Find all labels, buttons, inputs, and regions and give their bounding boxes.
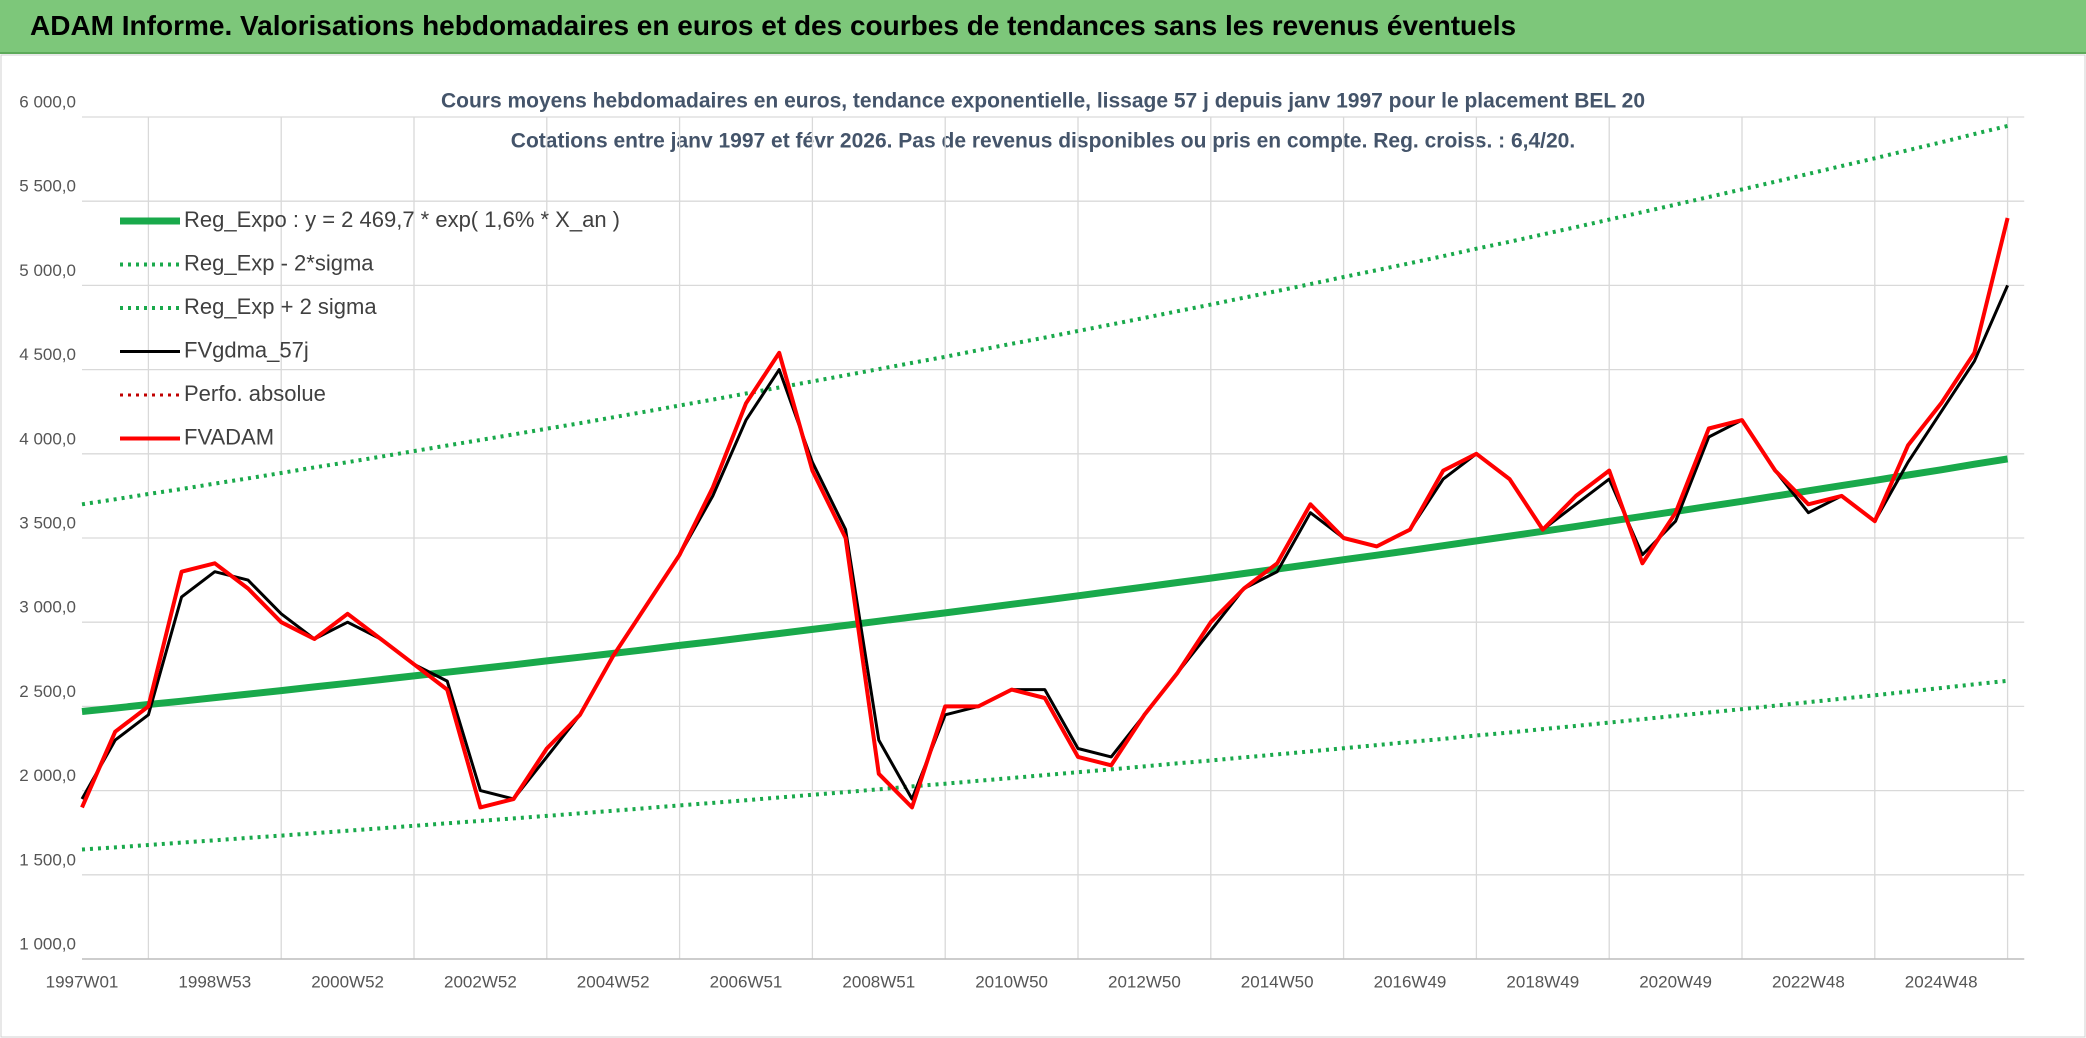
legend-label: Reg_Expo : y = 2 469,7 * exp( 1,6% * X_a… <box>184 207 620 232</box>
chart-subtitle: Cotations entre janv 1997 et févr 2026. … <box>511 130 1575 153</box>
y-tick-label: 4 500,0 <box>19 345 76 364</box>
legend-label: FVgdma_57j <box>184 337 309 362</box>
legend-label: Reg_Exp + 2 sigma <box>184 294 377 319</box>
y-tick-label: 6 000,0 <box>19 92 76 111</box>
series-line <box>80 284 2009 801</box>
header-bar: ADAM Informe. Valorisations hebdomadaire… <box>0 0 2086 54</box>
x-tick-label: 2020W49 <box>1639 972 1712 991</box>
x-tick-label: 2008W51 <box>842 972 915 991</box>
y-tick-label: 3 000,0 <box>19 598 76 617</box>
x-tick-label: 2002W52 <box>444 972 517 991</box>
x-tick-label: 2016W49 <box>1374 972 1447 991</box>
y-tick-label: 4 000,0 <box>19 429 76 448</box>
x-tick-label: 2018W49 <box>1506 972 1579 991</box>
series-line <box>80 217 2010 810</box>
y-tick-label: 2 000,0 <box>19 766 76 785</box>
legend-label: FVADAM <box>184 424 274 449</box>
y-tick-label: 2 500,0 <box>19 682 76 701</box>
x-tick-label: 1998W53 <box>178 972 251 991</box>
x-tick-label: 1997W01 <box>46 972 119 991</box>
series-line <box>81 123 2009 507</box>
x-tick-label: 2004W52 <box>577 972 650 991</box>
series-line <box>81 455 2009 715</box>
chart-frame <box>0 54 2086 1038</box>
x-tick-label: 2010W50 <box>975 972 1048 991</box>
x-tick-label: 2012W50 <box>1108 972 1181 991</box>
y-tick-label: 1 000,0 <box>19 934 76 953</box>
x-tick-label: 2000W52 <box>311 972 384 991</box>
y-tick-label: 5 500,0 <box>19 177 76 196</box>
series-line <box>81 678 2008 852</box>
x-tick-label: 2024W48 <box>1905 972 1978 991</box>
header-title: ADAM Informe. Valorisations hebdomadaire… <box>30 10 1517 41</box>
x-tick-label: 2022W48 <box>1772 972 1845 991</box>
legend-label: Perfo. absolue <box>184 381 326 406</box>
legend-label: Reg_Exp - 2*sigma <box>184 250 374 275</box>
y-tick-label: 1 500,0 <box>19 850 76 869</box>
y-tick-label: 5 000,0 <box>19 261 76 280</box>
chart-title: Cours moyens hebdomadaires en euros, ten… <box>441 90 1645 113</box>
chart: Cours moyens hebdomadaires en euros, ten… <box>0 54 2086 1038</box>
x-tick-label: 2006W51 <box>710 972 783 991</box>
y-tick-label: 3 500,0 <box>19 513 76 532</box>
x-tick-label: 2014W50 <box>1241 972 1314 991</box>
